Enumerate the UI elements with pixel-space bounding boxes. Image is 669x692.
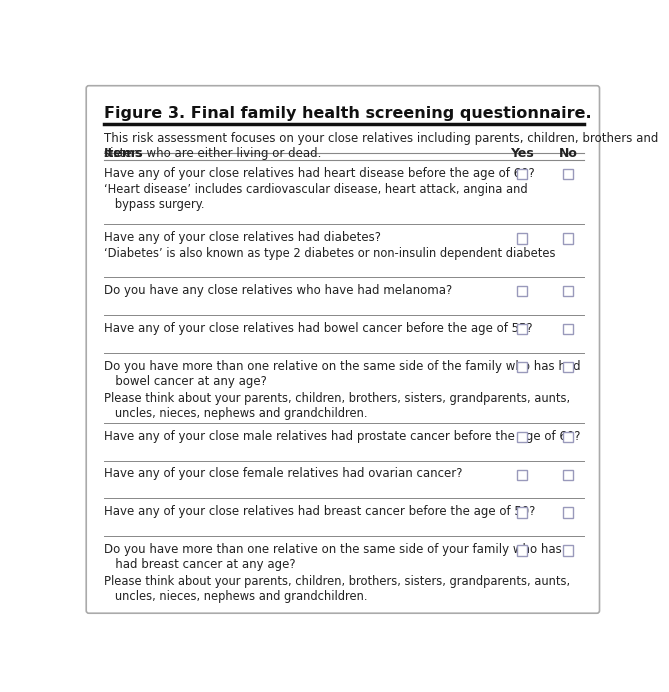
Text: Have any of your close female relatives had ovarian cancer?: Have any of your close female relatives …	[104, 468, 463, 480]
Text: Please think about your parents, children, brothers, sisters, grandparents, aunt: Please think about your parents, childre…	[104, 392, 571, 419]
Bar	[517, 470, 527, 480]
Bar	[563, 286, 573, 296]
Text: Have any of your close relatives had heart disease before the age of 60?: Have any of your close relatives had hea…	[104, 167, 535, 180]
Text: Have any of your close relatives had bowel cancer before the age of 55?: Have any of your close relatives had bow…	[104, 322, 533, 335]
Bar	[563, 470, 573, 480]
Bar	[563, 233, 573, 244]
Bar	[563, 362, 573, 372]
Bar	[517, 432, 527, 441]
Bar	[563, 545, 573, 556]
Text: Items: Items	[104, 147, 144, 160]
Text: Have any of your close male relatives had prostate cancer before the age of 60?: Have any of your close male relatives ha…	[104, 430, 581, 443]
FancyBboxPatch shape	[86, 86, 599, 613]
Text: Yes: Yes	[510, 147, 534, 160]
Text: This risk assessment focuses on your close relatives including parents, children: This risk assessment focuses on your clo…	[104, 132, 659, 160]
Bar	[517, 286, 527, 296]
Bar	[563, 170, 573, 179]
Bar	[517, 507, 527, 518]
Text: Do you have more than one relative on the same side of your family who has
   ha: Do you have more than one relative on th…	[104, 543, 562, 572]
Bar	[517, 233, 527, 244]
Bar	[563, 324, 573, 334]
Text: Do you have more than one relative on the same side of the family who has had
  : Do you have more than one relative on th…	[104, 360, 581, 388]
Bar	[563, 507, 573, 518]
Bar	[517, 324, 527, 334]
Bar	[517, 362, 527, 372]
Text: ‘Diabetes’ is also known as type 2 diabetes or non-insulin dependent diabetes: ‘Diabetes’ is also known as type 2 diabe…	[104, 247, 556, 260]
Text: Figure 3. Final family health screening questionnaire.: Figure 3. Final family health screening …	[104, 107, 592, 122]
Text: No: No	[559, 147, 578, 160]
Bar	[517, 545, 527, 556]
Bar	[517, 170, 527, 179]
Text: Have any of your close relatives had breast cancer before the age of 50?: Have any of your close relatives had bre…	[104, 505, 536, 518]
Bar	[563, 432, 573, 441]
Text: ‘Heart disease’ includes cardiovascular disease, heart attack, angina and
   byp: ‘Heart disease’ includes cardiovascular …	[104, 183, 528, 211]
Text: Please think about your parents, children, brothers, sisters, grandparents, aunt: Please think about your parents, childre…	[104, 575, 571, 603]
Text: Have any of your close relatives had diabetes?: Have any of your close relatives had dia…	[104, 231, 381, 244]
Text: Do you have any close relatives who have had melanoma?: Do you have any close relatives who have…	[104, 284, 453, 297]
